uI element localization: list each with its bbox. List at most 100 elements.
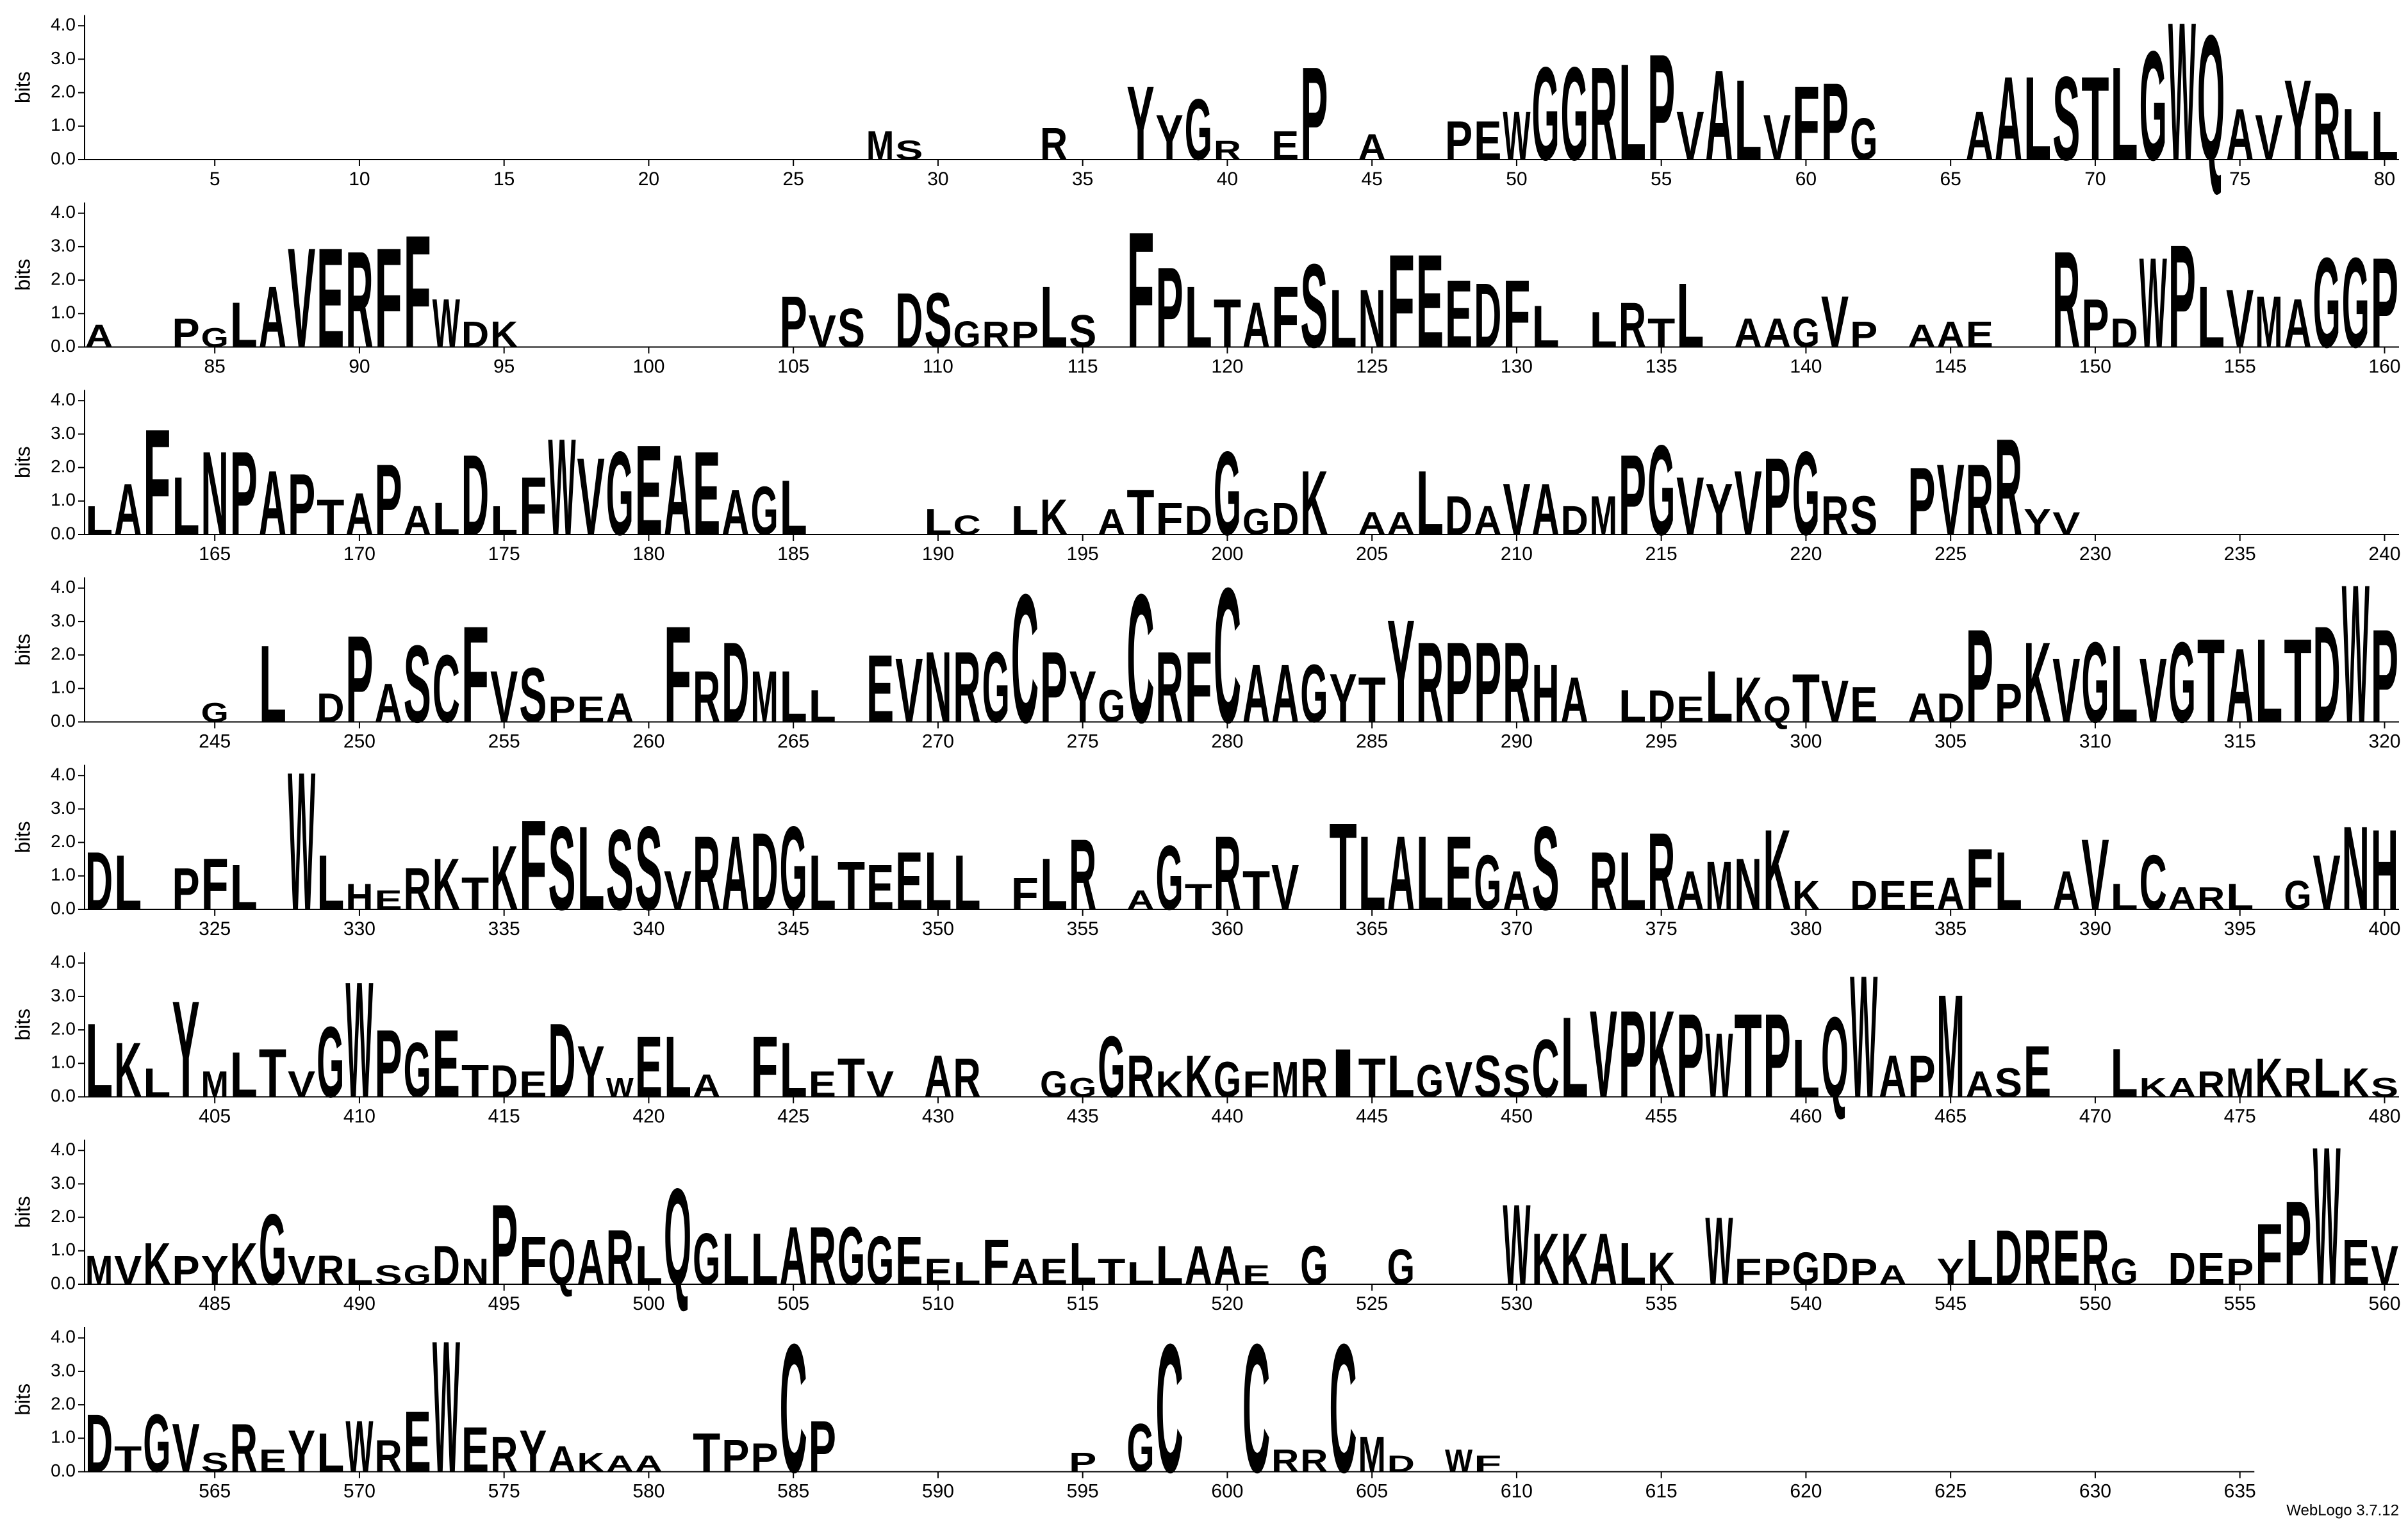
logo-letter: P [2226,1252,2254,1293]
logo-letter: L [1619,836,1646,927]
logo-letter: L [2111,622,2138,745]
logo-letter: R [606,1214,634,1302]
logo-letter: S [2052,52,2080,185]
logo-letter: K [490,827,518,929]
logo-letter: P [2081,285,2109,361]
logo-letter: K [577,1447,605,1478]
logo-letter: Q [1821,993,1849,1121]
logo-letter: T [1185,877,1212,918]
logo-letter: T [461,868,489,920]
logo-letter: L [1561,993,1588,1121]
logo-letter: E [866,635,894,743]
logo-letter: G [1300,1235,1328,1296]
y-tick-label: 4.0 [51,1139,76,1159]
logo-letter: V [1763,102,1791,174]
logo-letter: S [924,276,952,364]
logo-letter: S [519,651,547,739]
logo-letter: G [259,1193,286,1306]
logo-letter: T [259,1034,286,1111]
x-tick-label: 515 [1067,1293,1099,1314]
logo-letter: G [1387,1239,1415,1296]
logo-letter: W [606,1072,634,1103]
logo-letter: A [1995,52,2022,185]
logo-letter: L [1040,269,1068,367]
logo-letter: A [635,1451,663,1477]
logo-letter: M [85,1247,113,1293]
logo-letter: A [375,672,402,734]
y-tick-label: 3.0 [51,985,76,1005]
logo-row: bits 0.0 1.0 2.0 3.0 4.0 325 330 335 340 345 350 355… [11,731,2400,952]
logo-letter: V [809,306,836,357]
x-tick-label: 265 [777,731,809,752]
logo-letter: D [1387,1451,1415,1477]
logo-letter: T [1098,1252,1125,1293]
logo-letter: L [85,1002,113,1120]
logo-letter: L [2226,877,2254,918]
logo-letter: T [1647,310,1675,356]
logo-letter: A [1908,684,1935,731]
logo-letter: A [924,1044,952,1110]
x-tick-label: 285 [1356,731,1388,752]
y-tick-label: 0.0 [51,898,76,918]
x-tick-label: 175 [488,543,520,565]
x-tick-label: 410 [343,1105,375,1127]
logo-letter: D [1850,872,1877,918]
x-tick-label: 95 [493,356,515,377]
logo-letter: V [2052,505,2080,541]
logo-letter: E [317,219,344,378]
x-tick-label: 395 [2224,918,2256,939]
logo-letter: W [2168,0,2196,202]
logo-letter: P [1300,38,1328,188]
logo-letter: S [2371,1072,2398,1103]
logo-letter: W [2342,543,2370,764]
logo-letter: L [664,1019,691,1116]
x-tick-label: 255 [488,731,520,752]
logo-letter: R [1126,1044,1154,1110]
logo-letter: L [1358,814,1386,932]
logo-letter: F [2255,1206,2282,1303]
x-tick-label: 350 [922,918,954,939]
x-tick-label: 505 [777,1293,809,1314]
logo-letter: A [1937,868,1965,920]
logo-letter: D [1821,1243,1849,1295]
x-tick-label: 475 [2224,1105,2256,1127]
y-tick-label: 4.0 [51,765,76,784]
logo-letter: G [317,1005,344,1118]
logo-letter: E [2342,1227,2370,1298]
logo-letter: S [1532,802,1560,935]
logo-letter: A [2168,880,2196,916]
logo-letter: G [750,472,778,549]
y-tick-label: 3.0 [51,423,76,443]
logo-letter: G [2111,1252,2138,1293]
x-tick-label: 80 [2374,169,2395,190]
y-tick-label: 1.0 [51,677,76,697]
logo-letter: C [1126,557,1154,761]
y-tick-label: 1.0 [51,864,76,884]
logo-letter: T [317,490,344,546]
logo-letter: T [837,1047,865,1109]
logo-letter: V [2226,273,2254,365]
x-tick-label: 585 [777,1480,809,1501]
logo-letter: A [1271,648,1299,740]
logo-letter: P [1156,244,1183,372]
logo-letter: C [433,635,460,743]
x-tick-label: 75 [2229,169,2250,190]
x-tick-label: 275 [1067,731,1099,752]
logo-letter: R [1416,618,1444,747]
logo-letter: G [2313,231,2341,375]
x-tick-label: 525 [1356,1293,1388,1314]
logo-letter: P [490,1180,518,1309]
x-tick-label: 600 [1211,1480,1243,1501]
logo-letter: A [1879,1259,1906,1290]
logo-letter: A [259,269,286,367]
x-tick-label: 340 [632,918,664,939]
logo-letter: K [1040,490,1068,546]
x-tick-label: 60 [1795,169,1817,190]
x-tick-label: 220 [1790,543,1822,565]
logo-letter: C [953,509,981,540]
logo-row: bits 0.0 1.0 2.0 3.0 4.0 485 490 495 500 505 510 515… [11,1106,2400,1327]
logo-letter: V [866,1064,894,1105]
logo-letter: R [953,631,981,743]
x-tick-label: 360 [1211,918,1243,939]
logo-letter: C [2140,839,2167,927]
